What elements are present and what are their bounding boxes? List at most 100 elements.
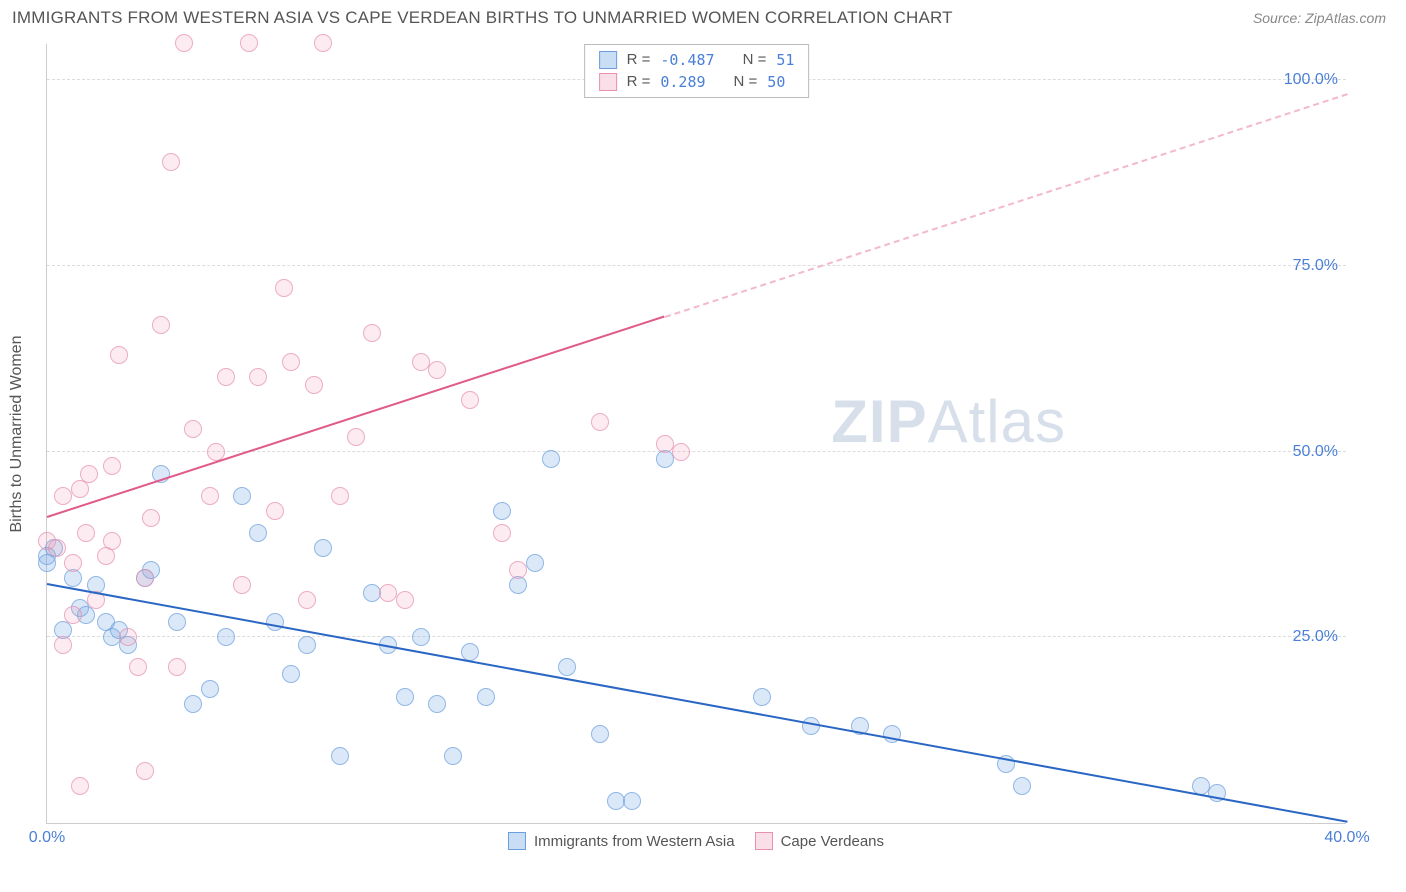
- scatter-point: [558, 658, 576, 676]
- scatter-point: [428, 361, 446, 379]
- source-attribution: Source: ZipAtlas.com: [1253, 10, 1386, 26]
- scatter-point: [184, 695, 202, 713]
- watermark-bold: ZIP: [831, 388, 927, 455]
- x-tick-label: 40.0%: [1324, 829, 1369, 847]
- scatter-point: [275, 279, 293, 297]
- scatter-point: [201, 487, 219, 505]
- legend-n-value: 51: [776, 49, 794, 71]
- scatter-point: [77, 524, 95, 542]
- scatter-point: [162, 153, 180, 171]
- y-tick-label: 50.0%: [1293, 443, 1338, 461]
- scatter-point: [233, 576, 251, 594]
- scatter-point: [363, 324, 381, 342]
- legend-correlation-row: R =-0.487N =51: [599, 49, 795, 71]
- scatter-point: [71, 777, 89, 795]
- scatter-point: [119, 628, 137, 646]
- scatter-point: [305, 376, 323, 394]
- scatter-point: [396, 591, 414, 609]
- title-bar: IMMIGRANTS FROM WESTERN ASIA VS CAPE VER…: [0, 0, 1406, 34]
- legend-swatch-icon: [599, 73, 617, 91]
- scatter-point: [428, 695, 446, 713]
- legend-series-item: Immigrants from Western Asia: [508, 832, 735, 850]
- scatter-point: [249, 368, 267, 386]
- scatter-point: [217, 628, 235, 646]
- legend-r-label: R =: [627, 49, 651, 71]
- scatter-point: [110, 346, 128, 364]
- x-tick-label: 0.0%: [29, 829, 65, 847]
- legend-correlation-row: R = 0.289 N = 50: [599, 71, 795, 93]
- scatter-point: [282, 353, 300, 371]
- legend-n-label: N =: [734, 71, 758, 93]
- scatter-point: [1013, 777, 1031, 795]
- scatter-point: [136, 569, 154, 587]
- scatter-point: [493, 502, 511, 520]
- scatter-point: [48, 539, 66, 557]
- scatter-point: [493, 524, 511, 542]
- scatter-point: [201, 680, 219, 698]
- scatter-point: [54, 487, 72, 505]
- scatter-point: [444, 747, 462, 765]
- plot-area: ZIPAtlas R =-0.487N =51R = 0.289N =50 Bi…: [46, 44, 1346, 824]
- legend-series-item: Cape Verdeans: [755, 832, 884, 850]
- scatter-point: [314, 539, 332, 557]
- y-axis-label: Births to Unmarried Women: [8, 335, 26, 532]
- scatter-point: [103, 457, 121, 475]
- scatter-point: [298, 591, 316, 609]
- scatter-point: [129, 658, 147, 676]
- legend-correlation-box: R =-0.487N =51R = 0.289N =50: [584, 44, 810, 98]
- trend-line: [47, 583, 1347, 823]
- scatter-point: [347, 428, 365, 446]
- scatter-point: [591, 725, 609, 743]
- legend-series-label: Cape Verdeans: [781, 833, 884, 850]
- scatter-point: [249, 524, 267, 542]
- y-tick-label: 75.0%: [1293, 257, 1338, 275]
- scatter-point: [240, 34, 258, 52]
- scatter-point: [526, 554, 544, 572]
- scatter-point: [54, 636, 72, 654]
- scatter-point: [314, 34, 332, 52]
- scatter-point: [168, 613, 186, 631]
- legend-n-value: 50: [767, 71, 785, 93]
- legend-r-label: R =: [627, 71, 651, 93]
- scatter-point: [477, 688, 495, 706]
- legend-series-label: Immigrants from Western Asia: [534, 833, 735, 850]
- gridline: [47, 265, 1346, 266]
- scatter-point: [753, 688, 771, 706]
- scatter-point: [802, 717, 820, 735]
- scatter-point: [184, 420, 202, 438]
- scatter-point: [591, 413, 609, 431]
- scatter-point: [217, 368, 235, 386]
- trend-line: [47, 316, 665, 518]
- scatter-point: [142, 509, 160, 527]
- legend-swatch-icon: [508, 832, 526, 850]
- legend-series: Immigrants from Western Asia Cape Verdean…: [508, 832, 884, 850]
- scatter-point: [64, 606, 82, 624]
- scatter-point: [152, 316, 170, 334]
- legend-r-value: 0.289: [660, 71, 705, 93]
- scatter-point: [396, 688, 414, 706]
- gridline: [47, 636, 1346, 637]
- watermark: ZIPAtlas: [831, 387, 1066, 456]
- scatter-point: [509, 561, 527, 579]
- scatter-point: [266, 502, 284, 520]
- scatter-point: [233, 487, 251, 505]
- scatter-point: [175, 34, 193, 52]
- chart-title: IMMIGRANTS FROM WESTERN ASIA VS CAPE VER…: [12, 8, 953, 28]
- scatter-point: [331, 747, 349, 765]
- scatter-point: [461, 391, 479, 409]
- scatter-point: [103, 532, 121, 550]
- scatter-point: [282, 665, 300, 683]
- legend-n-label: N =: [743, 49, 767, 71]
- legend-swatch-icon: [755, 832, 773, 850]
- scatter-point: [412, 628, 430, 646]
- watermark-light: Atlas: [928, 388, 1066, 455]
- plot-wrap: ZIPAtlas R =-0.487N =51R = 0.289N =50 Bi…: [46, 44, 1346, 824]
- scatter-point: [80, 465, 98, 483]
- scatter-point: [542, 450, 560, 468]
- scatter-point: [623, 792, 641, 810]
- scatter-point: [64, 554, 82, 572]
- scatter-point: [331, 487, 349, 505]
- scatter-point: [672, 443, 690, 461]
- trend-line: [664, 93, 1347, 318]
- y-tick-label: 100.0%: [1284, 71, 1338, 89]
